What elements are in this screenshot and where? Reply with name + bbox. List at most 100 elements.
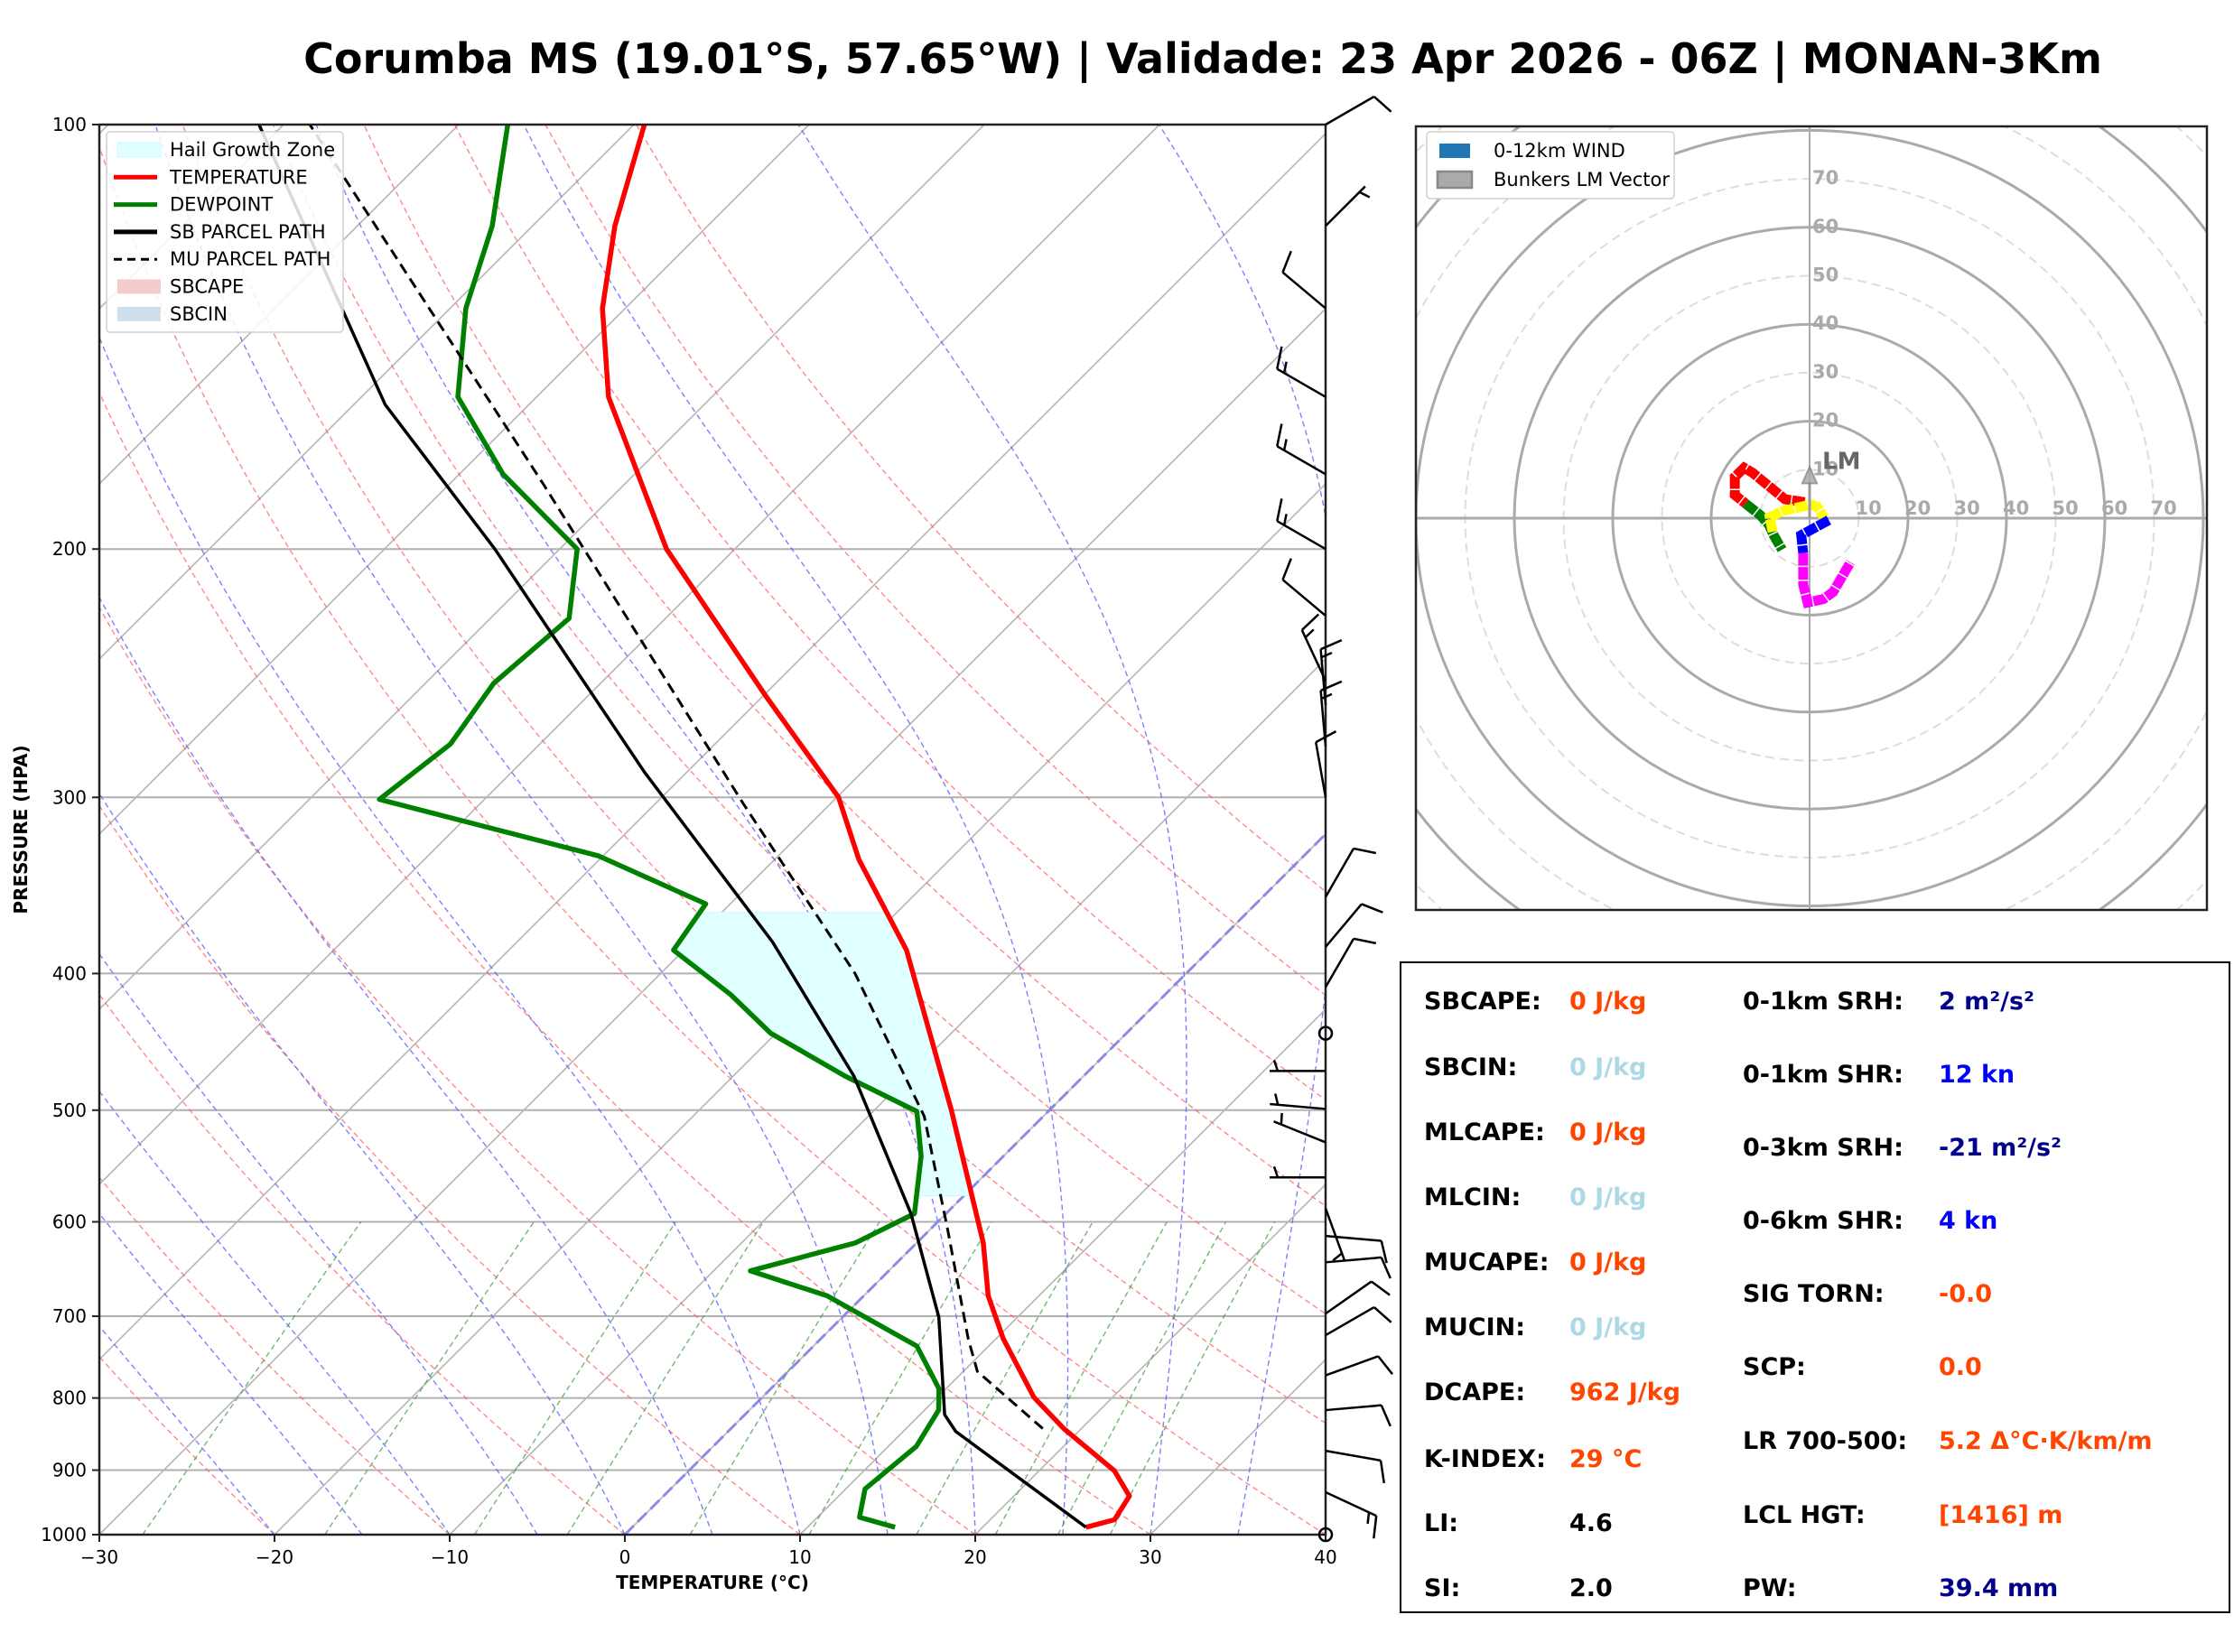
x-tick-label: −10 (431, 1546, 469, 1568)
hodograph-legend-swatch (1436, 170, 1474, 190)
mixing-ratio-line (142, 1221, 362, 1535)
param-label: LI: (1424, 1509, 1459, 1537)
wind-barb (1276, 423, 1326, 476)
wind-barb (1325, 1256, 1392, 1279)
barb-feather (1281, 250, 1292, 274)
hodograph: 10 10 20 20 30 30 40 40 50 50 60 60 70 70 LM 0-12km W… (1414, 125, 2209, 912)
wind-barb (1281, 250, 1326, 310)
barb-shaft (1325, 1234, 1382, 1242)
legend-swatch (117, 306, 161, 321)
wind-barb (1325, 1234, 1388, 1264)
wind-barb (1325, 1490, 1378, 1539)
barb-shaft (1315, 741, 1327, 798)
barb-feather (1320, 680, 1343, 692)
hodograph-rings (1416, 126, 2207, 910)
isotherm-line (99, 125, 986, 1011)
hodograph-frame (1414, 125, 2209, 912)
dry-adiabat-line (545, 125, 1326, 997)
barb-feather (1371, 1280, 1391, 1296)
param-label: DCAPE: (1424, 1378, 1526, 1406)
barb-feather (1373, 96, 1392, 113)
hodograph-ring-label-y: 60 (1812, 216, 1838, 237)
dry-adiabat-line (99, 1355, 275, 1535)
barb-shaft (1325, 1355, 1379, 1377)
param-label: SBCAPE: (1424, 988, 1541, 1016)
x-tick-label: −30 (80, 1546, 118, 1568)
freezing-isotherm-line (623, 831, 1326, 1535)
mixing-ratio-line (1056, 1221, 1227, 1535)
barb-shaft (1276, 367, 1326, 398)
dry-adiabat-line (99, 804, 801, 1535)
hodograph-ring-label-y: 50 (1812, 265, 1838, 286)
wind-barb (1315, 730, 1337, 798)
hodograph-ring-label-x: 50 (2052, 497, 2079, 519)
wind-barb (1276, 498, 1326, 551)
barb-shaft (1325, 1305, 1375, 1337)
hodograph-ring-label-y: 40 (1812, 312, 1838, 334)
barb-half-feather (1282, 439, 1288, 451)
hodograph-ring-label-x: 60 (2101, 497, 2127, 519)
wind-barb (1270, 1165, 1326, 1179)
hodograph-trace (1729, 461, 1855, 608)
moist-adiabat-line (797, 125, 1187, 1535)
y-tick-label: 400 (52, 962, 87, 984)
dry-adiabat-line (453, 125, 1326, 1101)
param-label: SCP: (1743, 1353, 1806, 1381)
skew-t-axes: −30 −20 −10 0 10 20 30 40 1000 900 800 700 600 500 400… (41, 114, 1337, 1568)
dewpoint-line (377, 125, 942, 1530)
param-value: 962 J/kg (1569, 1378, 1680, 1406)
param-label: LCL HGT: (1743, 1501, 1866, 1529)
barb-feather (1276, 498, 1283, 522)
dry-adiabat-line (99, 606, 976, 1535)
wind-barb (1325, 1449, 1386, 1484)
param-label: SBCIN: (1424, 1053, 1518, 1081)
barb-half-feather (1358, 190, 1371, 199)
param-label: MUCIN: (1424, 1313, 1526, 1341)
wind-barb (1325, 1280, 1391, 1315)
legend-label: MU PARCEL PATH (170, 248, 330, 270)
y-tick-label: 600 (52, 1211, 87, 1232)
hodograph-ring-label-y: 10 (1812, 458, 1838, 479)
legend-swatch (117, 279, 161, 294)
hodograph-legend-label: Bunkers LM Vector (1494, 169, 1670, 190)
isotherm-line (273, 482, 1326, 1535)
hodograph-segment (1795, 515, 1831, 554)
y-tick-label: 900 (52, 1460, 87, 1481)
param-value: 29 °C (1569, 1445, 1643, 1473)
param-label: 0-1km SRH: (1743, 988, 1904, 1016)
wind-barb (1325, 1305, 1392, 1337)
param-value: 0 J/kg (1569, 1248, 1647, 1276)
barb-half-feather (1274, 1093, 1280, 1106)
moist-adiabat-line (523, 125, 1069, 1535)
barb-feather (1300, 613, 1320, 631)
wind-barb (1317, 1527, 1334, 1543)
legend-label: SB PARCEL PATH (170, 221, 326, 243)
param-value: -0.0 (1939, 1280, 1993, 1308)
sb-parcel-path-line (257, 125, 1087, 1529)
barb-half-feather (1272, 1165, 1280, 1178)
param-value: -21 m²/s² (1939, 1134, 2062, 1162)
barb-feather (1380, 1405, 1392, 1427)
hodograph-legend-box (1426, 131, 1675, 200)
hodograph-ring-label-x: 20 (1904, 497, 1931, 519)
barb-feather (1379, 1460, 1386, 1484)
isotherm-line (973, 1183, 1326, 1535)
barb-feather (1380, 1240, 1388, 1264)
wind-barb (1270, 1093, 1326, 1110)
hail-growth-zone (675, 912, 973, 1197)
mixing-ratio-line (566, 1221, 765, 1535)
y-tick-label: 500 (52, 1100, 87, 1121)
y-tick-label: 200 (52, 538, 87, 560)
barb-half-feather (1282, 361, 1288, 374)
param-label: 0-6km SHR: (1743, 1207, 1904, 1235)
barb-feather (1353, 847, 1377, 855)
wind-barb (1324, 937, 1377, 988)
barb-feather (1320, 638, 1343, 651)
skew-t-legend: Hail Growth Zone TEMPERATURE DEWPOINT SB PA… (106, 131, 344, 333)
chart-title-text: Corumba MS (19.01°S, 57.65°W) | Validade… (303, 34, 2102, 83)
param-value: 39.4 mm (1939, 1574, 2059, 1602)
dry-adiabat-line (99, 144, 1326, 1535)
y-tick-label: 100 (52, 114, 87, 135)
hodograph-ring-label-y: 70 (1812, 167, 1838, 189)
barb-shaft (1281, 579, 1326, 617)
